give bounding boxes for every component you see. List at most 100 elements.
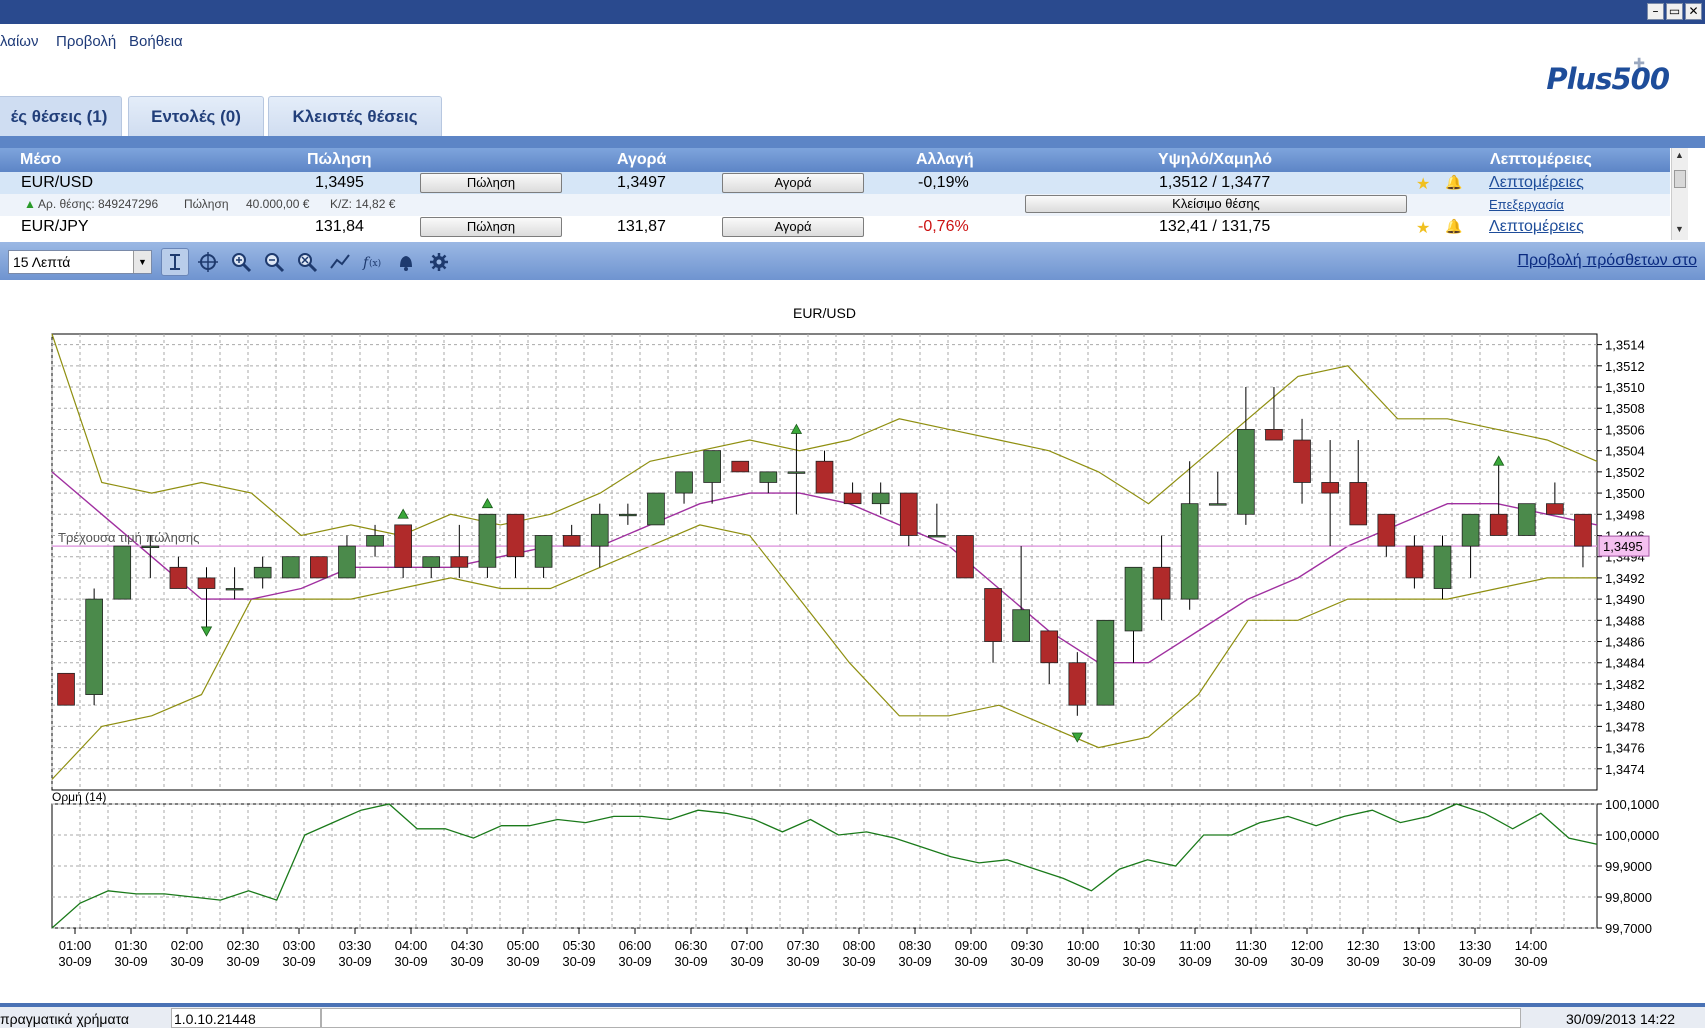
sell-button[interactable]: Πώληση bbox=[420, 173, 562, 193]
instrument-name: EUR/USD bbox=[21, 174, 94, 191]
x-tick-time: 14:00 bbox=[1515, 938, 1548, 953]
zoom-out-button[interactable] bbox=[260, 248, 288, 276]
alerts-button[interactable] bbox=[392, 248, 420, 276]
candle-body bbox=[225, 588, 244, 591]
y-tick-label: 1,3486 bbox=[1605, 635, 1645, 650]
menu-file[interactable]: λαίων bbox=[0, 33, 39, 50]
grid-scrollbar[interactable]: ▲ ▼ bbox=[1671, 148, 1688, 240]
alert-bell-icon[interactable]: 🔔 bbox=[1445, 174, 1463, 190]
alert-bell-icon bbox=[400, 256, 412, 271]
zoom-in-button[interactable] bbox=[227, 248, 255, 276]
indicators-button[interactable]: f (x) bbox=[359, 248, 387, 276]
x-tick-date: 30-09 bbox=[1234, 954, 1267, 969]
cursor-tool-button[interactable] bbox=[161, 248, 189, 276]
y-tick-label: 1,3490 bbox=[1605, 592, 1645, 607]
price-chart[interactable]: EUR/USD 1,3474 1,3476 1,3478 1,3480 1,3482 1,3… bbox=[0, 280, 1705, 1000]
y-tick-label: 1,3506 bbox=[1605, 422, 1645, 437]
candle-body bbox=[197, 577, 216, 589]
x-tick-time: 05:00 bbox=[507, 938, 540, 953]
restore-button[interactable]: ▭ bbox=[1666, 3, 1683, 20]
scroll-thumb[interactable] bbox=[1674, 170, 1686, 188]
sell-button[interactable]: Πώληση bbox=[420, 217, 562, 237]
current-price-tag-label: 1,3495 bbox=[1603, 539, 1643, 554]
function-icon: f (x) bbox=[362, 255, 381, 271]
x-tick-date: 30-09 bbox=[1010, 954, 1043, 969]
timeframe-select[interactable]: 15 Λεπτά ▼ bbox=[8, 250, 152, 274]
x-tick-date: 30-09 bbox=[1290, 954, 1323, 969]
line-draw-button[interactable] bbox=[326, 248, 354, 276]
menu-view[interactable]: Προβολή bbox=[56, 33, 117, 50]
sell-price: 1,3495 bbox=[315, 174, 364, 191]
header-details[interactable]: Λεπτομέρειες bbox=[1490, 151, 1592, 168]
details-link[interactable]: Λεπτομέρειες bbox=[1489, 218, 1584, 235]
position-subrow: ▲ Αρ. θέσης: 849247296 Πώληση 40.000,00 … bbox=[0, 194, 1670, 216]
zoom-reset-button[interactable] bbox=[293, 248, 321, 276]
candle-body bbox=[1377, 513, 1396, 547]
candle-body bbox=[422, 556, 441, 568]
details-link[interactable]: Λεπτομέρειες bbox=[1489, 174, 1584, 191]
buy-button[interactable]: Αγορά bbox=[722, 217, 864, 237]
favorite-star-icon[interactable]: ★ bbox=[1416, 220, 1431, 237]
y-tick-label: 1,3498 bbox=[1605, 507, 1645, 522]
tab-closed-positions[interactable]: Κλειστές θέσεις bbox=[268, 96, 442, 138]
header-instrument[interactable]: Μέσο bbox=[20, 151, 62, 168]
x-tick-date: 30-09 bbox=[58, 954, 91, 969]
x-tick-time: 10:30 bbox=[1123, 938, 1156, 953]
candle-body bbox=[703, 450, 721, 483]
menu-bar: λαίων Προβολή Βοήθεια bbox=[0, 26, 1705, 54]
chart-area[interactable]: EUR/USD 1,3474 1,3476 1,3478 1,3480 1,3482 1,3… bbox=[0, 280, 1705, 1000]
table-row[interactable]: EUR/JPY 131,84 Πώληση 131,87 Αγορά -0,76… bbox=[0, 216, 1670, 238]
chevron-down-icon[interactable]: ▼ bbox=[133, 251, 151, 273]
x-tick-date: 30-09 bbox=[842, 954, 875, 969]
close-button[interactable]: ✕ bbox=[1685, 3, 1702, 20]
header-sell[interactable]: Πώληση bbox=[307, 151, 372, 168]
candle-body bbox=[590, 513, 609, 547]
high-low-value: 132,41 / 131,75 bbox=[1159, 218, 1271, 235]
tab-open-positions[interactable]: ές θέσεις (1) bbox=[0, 96, 122, 138]
scroll-down-icon[interactable]: ▼ bbox=[1675, 224, 1684, 234]
scroll-up-icon[interactable]: ▲ bbox=[1675, 150, 1684, 160]
edit-position-link[interactable]: Επεξεργασία bbox=[1489, 197, 1564, 212]
favorite-star-icon[interactable]: ★ bbox=[1416, 176, 1431, 193]
current-price-tag bbox=[1598, 535, 1650, 557]
candle-body bbox=[85, 598, 103, 695]
settings-button[interactable] bbox=[425, 248, 453, 276]
buy-price: 131,87 bbox=[617, 218, 666, 235]
candle-body bbox=[759, 471, 778, 483]
svg-text:f: f bbox=[362, 255, 371, 271]
bollinger-lower-line bbox=[51, 524, 1597, 780]
alert-bell-icon[interactable]: 🔔 bbox=[1445, 218, 1463, 234]
sell-signal-marker bbox=[1071, 732, 1083, 743]
y-tick-label: 1,3492 bbox=[1605, 571, 1645, 586]
candle-body bbox=[534, 535, 553, 568]
instruments-grid: Μέσο Πώληση Αγορά Αλλαγή Υψηλό/Χαμηλό Λε… bbox=[0, 148, 1705, 240]
candle-body bbox=[1349, 482, 1368, 526]
crosshair-tool-button[interactable] bbox=[194, 248, 222, 276]
x-tick-time: 13:30 bbox=[1459, 938, 1492, 953]
buy-signal-marker bbox=[1493, 455, 1505, 466]
candle-body bbox=[1489, 513, 1508, 536]
y-tick-label: 1,3514 bbox=[1605, 338, 1645, 353]
candle-body bbox=[169, 566, 188, 589]
header-high-low[interactable]: Υψηλό/Χαμηλό bbox=[1158, 151, 1272, 168]
tab-orders[interactable]: Εντολές (0) bbox=[128, 96, 264, 138]
table-row[interactable]: EUR/USD 1,3495 Πώληση 1,3497 Αγορά -0,19… bbox=[0, 172, 1670, 194]
momentum-panel-frame bbox=[51, 803, 1598, 929]
y-tick-label: 1,3488 bbox=[1605, 613, 1645, 628]
candle-body bbox=[1040, 630, 1059, 664]
close-position-button[interactable]: Κλείσιμο θέσης bbox=[1025, 195, 1407, 213]
additional-view-link[interactable]: Προβολή πρόσθετων στο bbox=[1517, 252, 1697, 269]
header-change[interactable]: Αλλαγή bbox=[916, 151, 974, 168]
x-tick-time: 01:30 bbox=[115, 938, 148, 953]
momentum-y-tick-label: 99,9000 bbox=[1605, 859, 1652, 874]
header-buy[interactable]: Αγορά bbox=[617, 151, 667, 168]
y-tick-label: 1,3512 bbox=[1605, 359, 1645, 374]
y-tick-label: 1,3480 bbox=[1605, 698, 1645, 713]
minimize-button[interactable]: – bbox=[1647, 3, 1664, 20]
buy-button[interactable]: Αγορά bbox=[722, 173, 864, 193]
candle-body bbox=[871, 492, 890, 505]
x-tick-date: 30-09 bbox=[618, 954, 651, 969]
x-tick-time: 07:00 bbox=[731, 938, 764, 953]
y-tick-label: 1,3508 bbox=[1605, 401, 1645, 416]
menu-help[interactable]: Βοήθεια bbox=[129, 33, 183, 50]
